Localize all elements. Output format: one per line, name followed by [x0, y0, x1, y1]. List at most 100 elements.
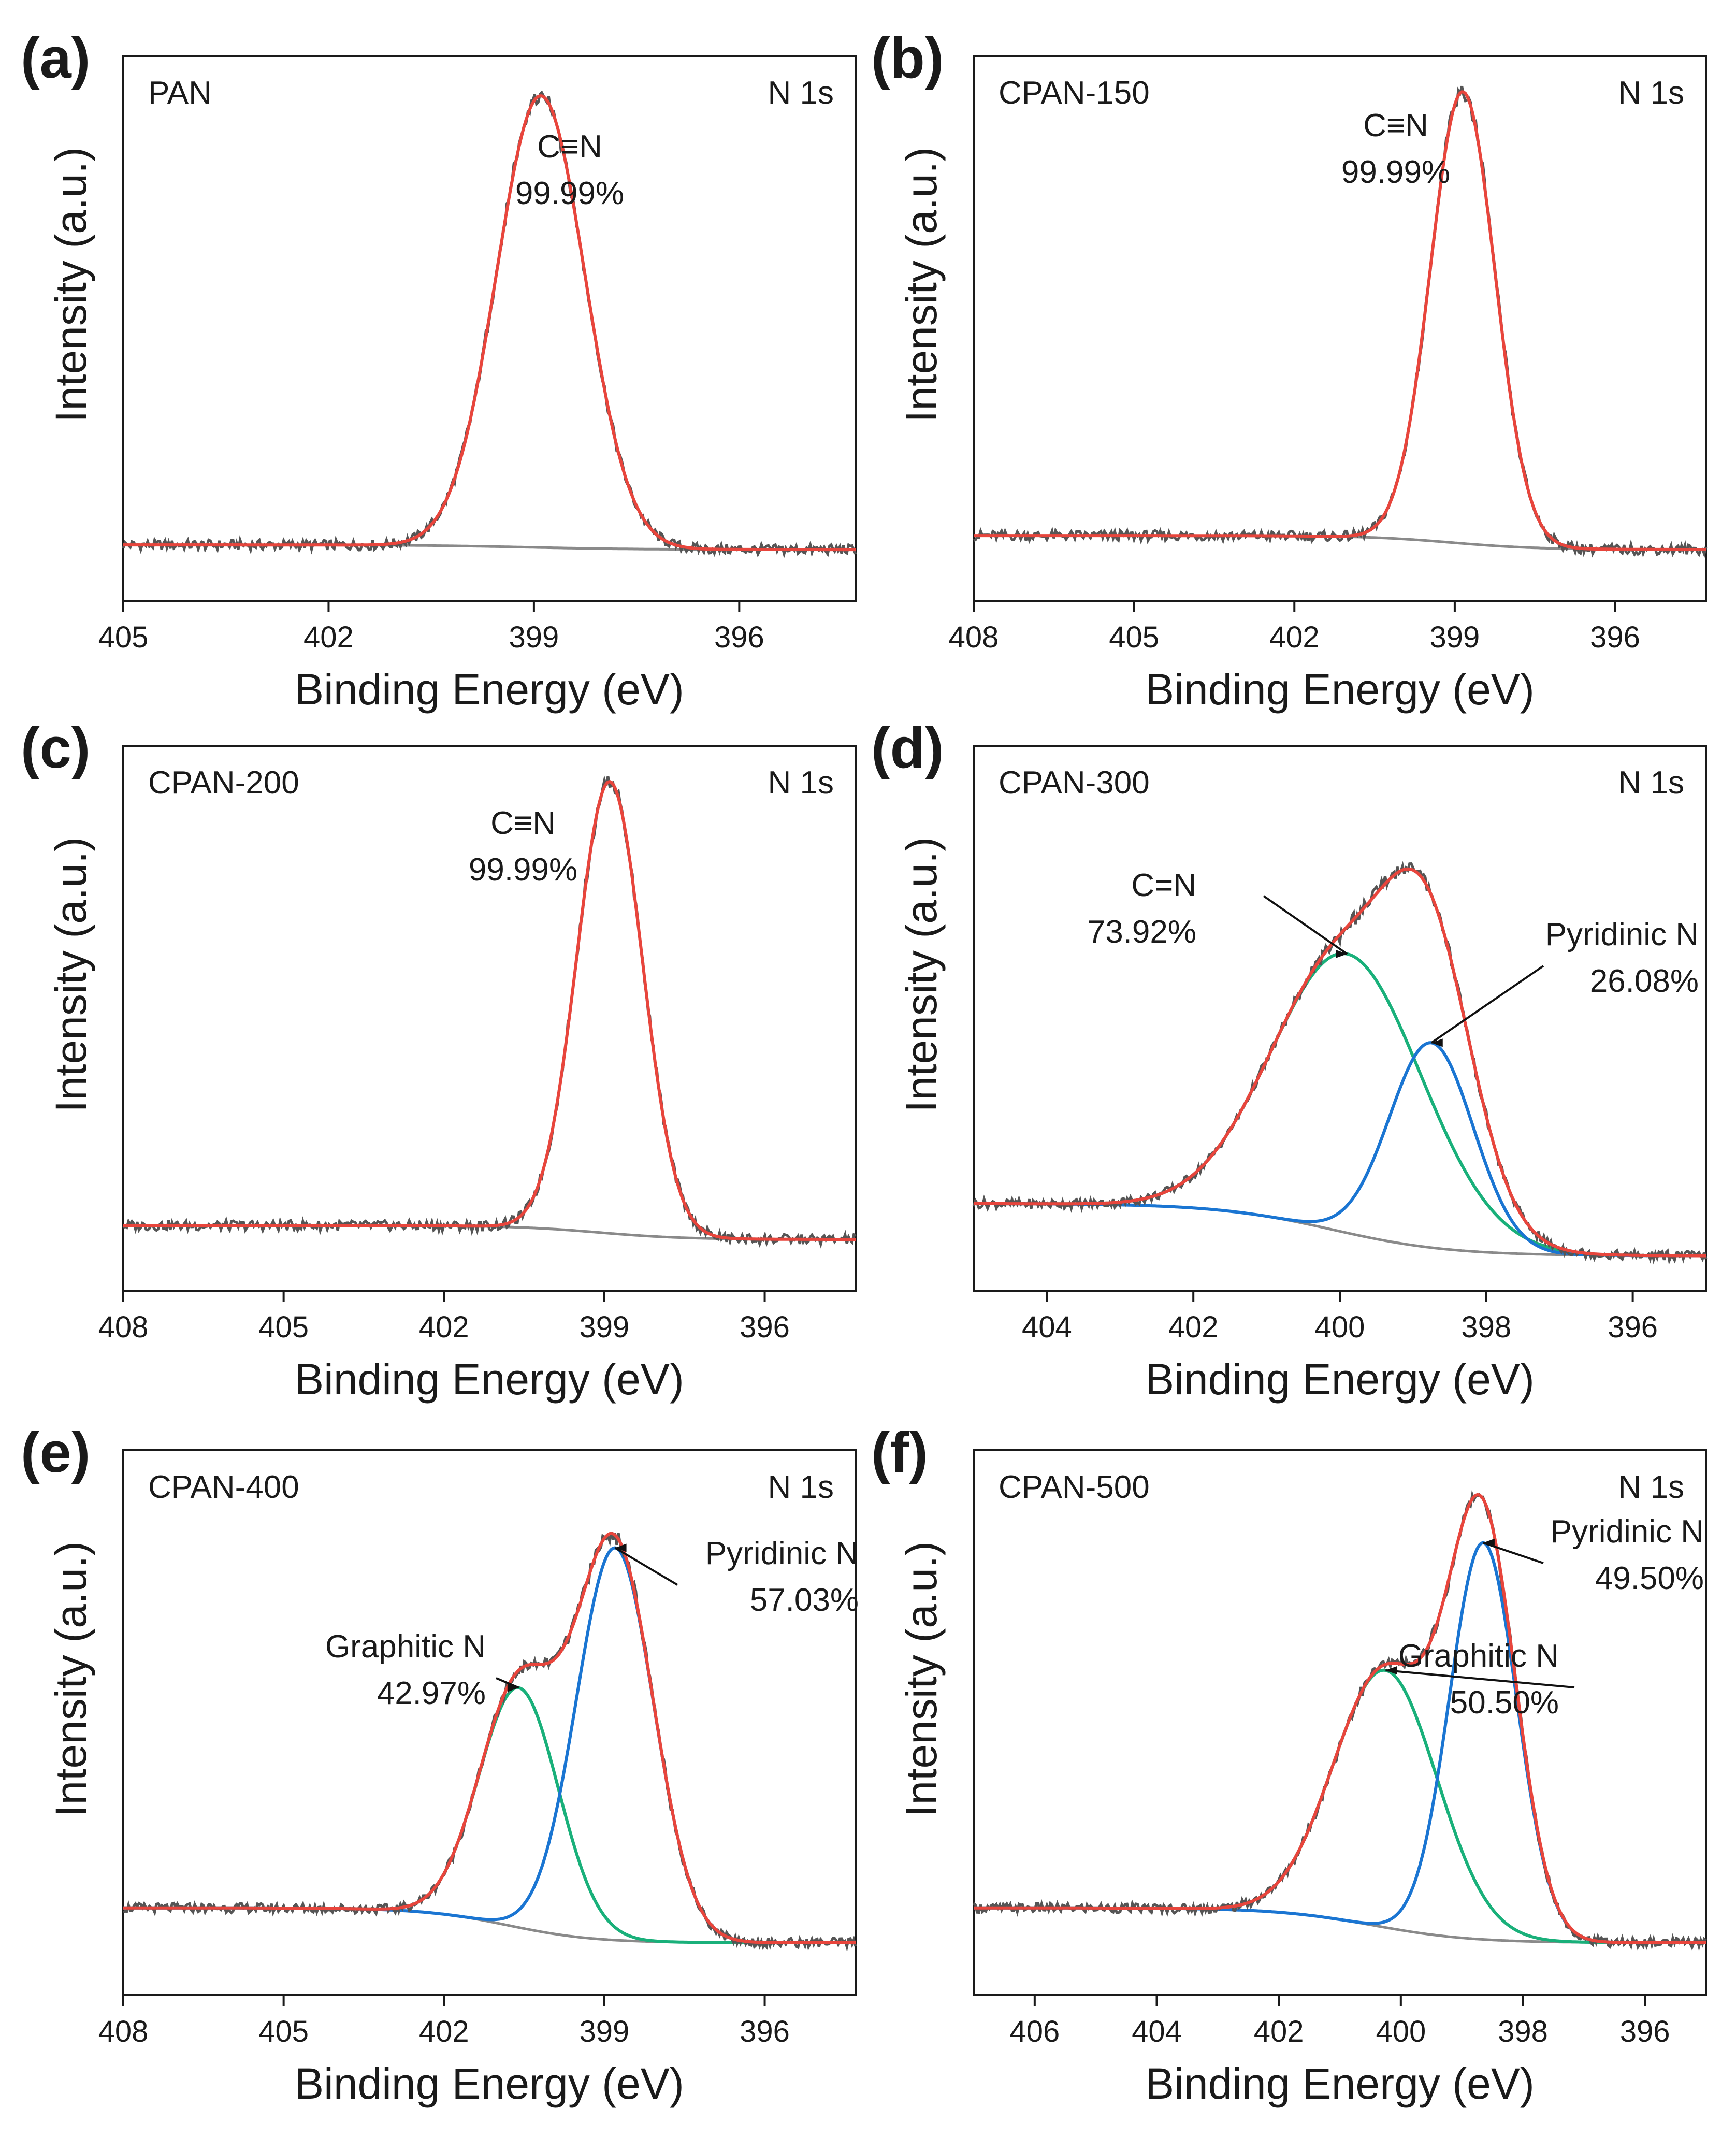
- component-pyridinic-n: [974, 1041, 1706, 1258]
- x-tick-label: 399: [580, 1310, 630, 1344]
- annotation-arrowhead: [1483, 1538, 1495, 1547]
- x-axis-title: Binding Energy (eV): [1145, 1355, 1535, 1404]
- panel-c: 408 405 402 399 396 Binding Energy (eV) Intens…: [21, 716, 857, 1404]
- region-label: N 1s: [768, 765, 834, 801]
- component-graphitic-n: [123, 1686, 856, 1944]
- component-graphitic-n: [974, 1668, 1706, 1944]
- x-tick-label: 402: [303, 620, 354, 654]
- panel-letter: (b): [871, 26, 944, 90]
- x-axis-title: Binding Energy (eV): [1145, 665, 1535, 714]
- x-tick-label: 396: [740, 1310, 790, 1344]
- panel-letter: (c): [21, 716, 90, 780]
- y-axis-title: Intensity (a.u.): [47, 147, 95, 423]
- peak-percentage: 42.97%: [377, 1676, 486, 1711]
- peak-percentage: 99.99%: [1341, 154, 1450, 190]
- peak-percentage: 26.08%: [1590, 963, 1699, 999]
- x-axis-title: Binding Energy (eV): [1145, 2059, 1535, 2108]
- peak-label: Pyridinic N: [705, 1536, 859, 1571]
- peak-percentage: 99.99%: [515, 176, 624, 211]
- peak-label: Pyridinic N: [1545, 917, 1699, 952]
- annotation-line: [614, 1547, 678, 1586]
- panel-letter: (e): [21, 1421, 90, 1484]
- peak-percentage: 50.50%: [1450, 1685, 1559, 1721]
- fitted-envelope: [974, 867, 1706, 1258]
- component-pyridinic-n: [123, 1546, 856, 1944]
- annotation-line: [1385, 1669, 1575, 1688]
- x-tick-label: 404: [1132, 2015, 1182, 2048]
- panel-d: 404 402 400 398 396 Binding Energy (eV) Intens…: [871, 716, 1708, 1404]
- x-tick-label: 408: [98, 2015, 149, 2048]
- sample-label: PAN: [148, 75, 212, 111]
- annotation-arrowhead: [615, 1543, 627, 1552]
- x-axis-title: Binding Energy (eV): [295, 665, 684, 714]
- panel-a: 405 402 399 396 Binding Energy (eV) Intensity…: [21, 26, 857, 714]
- x-tick-label: 396: [1620, 2015, 1670, 2048]
- plot-frame: [973, 1449, 1707, 1996]
- x-tick-label: 405: [258, 2015, 309, 2048]
- x-tick-label: 396: [1590, 620, 1640, 654]
- peak-percentage: 49.50%: [1595, 1561, 1704, 1596]
- peak-label: C≡N: [490, 805, 556, 841]
- peak-label: C≡N: [537, 129, 602, 165]
- panel-letter: (f): [871, 1421, 928, 1484]
- x-tick-label: 398: [1498, 2015, 1548, 2048]
- plot-frame: [973, 745, 1707, 1292]
- fitted-envelope: [123, 1532, 856, 1944]
- plot-frame: [122, 1449, 857, 1996]
- sample-label: CPAN-200: [148, 765, 299, 801]
- x-tick-label: 405: [98, 620, 149, 654]
- plot-frame: [122, 55, 857, 602]
- x-tick-label: 402: [1269, 620, 1320, 654]
- region-label: N 1s: [768, 75, 834, 111]
- x-tick-label: 399: [509, 620, 559, 654]
- y-axis-title: Intensity (a.u.): [897, 147, 946, 423]
- plot-frame: [122, 745, 857, 1292]
- x-tick-label: 400: [1376, 2015, 1426, 2048]
- annotation-arrowhead: [507, 1683, 519, 1692]
- x-tick-label: 396: [1608, 1310, 1658, 1344]
- raw-spectrum: [973, 85, 1708, 558]
- peak-label: C≡N: [1363, 108, 1428, 143]
- x-axis-title: Binding Energy (eV): [295, 1355, 684, 1404]
- x-tick-label: 402: [1254, 2015, 1304, 2048]
- raw-spectrum: [122, 775, 857, 1249]
- x-tick-label: 400: [1315, 1310, 1365, 1344]
- x-tick-label: 406: [1009, 2015, 1060, 2048]
- peak-label: C=N: [1131, 868, 1196, 903]
- y-axis-title: Intensity (a.u.): [47, 1541, 95, 1817]
- region-label: N 1s: [1618, 1469, 1684, 1505]
- panel-e: 408 405 402 399 396 Binding Energy (eV) Intens…: [21, 1421, 859, 2108]
- x-tick-label: 396: [714, 620, 764, 654]
- region-label: N 1s: [1618, 765, 1684, 801]
- x-tick-label: 402: [1168, 1310, 1219, 1344]
- peak-label: Graphitic N: [1398, 1638, 1559, 1674]
- x-tick-label: 399: [1430, 620, 1480, 654]
- annotation-arrowhead: [1385, 1666, 1397, 1674]
- panel-letter: (d): [871, 716, 944, 780]
- x-tick-label: 408: [98, 1310, 149, 1344]
- region-label: N 1s: [768, 1469, 834, 1505]
- sample-label: CPAN-400: [148, 1469, 299, 1505]
- peak-percentage: 57.03%: [750, 1582, 859, 1618]
- x-tick-label: 402: [419, 1310, 469, 1344]
- y-axis-title: Intensity (a.u.): [897, 837, 946, 1113]
- y-axis-title: Intensity (a.u.): [897, 1541, 946, 1817]
- sample-label: CPAN-150: [999, 75, 1150, 111]
- x-tick-label: 405: [258, 1310, 309, 1344]
- annotation-arrowhead: [1336, 949, 1348, 958]
- region-label: N 1s: [1618, 75, 1684, 111]
- background-line: [123, 1907, 856, 1944]
- peak-label: Graphitic N: [325, 1629, 486, 1665]
- peak-percentage: 73.92%: [1088, 914, 1196, 950]
- fitted-envelope: [123, 779, 856, 1241]
- peak-percentage: 99.99%: [469, 852, 577, 888]
- panel-letter: (a): [21, 26, 90, 90]
- background-line: [974, 1907, 1706, 1944]
- x-tick-label: 404: [1022, 1310, 1072, 1344]
- fitted-envelope: [123, 94, 856, 552]
- panel-b: 408 405 402 399 396 Binding Energy (eV) Intens…: [871, 26, 1708, 714]
- annotation-line: [496, 1677, 519, 1689]
- fitted-envelope: [974, 1493, 1706, 1944]
- plot-frame: [973, 55, 1707, 602]
